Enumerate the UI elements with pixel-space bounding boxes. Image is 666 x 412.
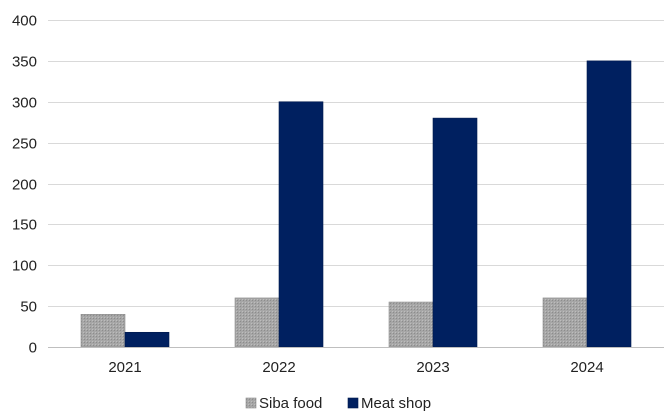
bars (80, 60, 632, 348)
y-axis-tick-labels: 0 50 100 150 200 250 300 350 400 (12, 13, 37, 357)
y-tick-label: 50 (20, 299, 37, 316)
y-tick-label: 250 (12, 136, 37, 153)
bar-meat-shop-2024 (586, 60, 632, 348)
y-tick-label: 100 (12, 258, 37, 275)
bar-meat-shop-2023 (432, 117, 478, 348)
x-axis-tick-labels: 2021 2022 2023 2024 (108, 359, 603, 376)
y-tick-label: 150 (12, 217, 37, 234)
bar-siba-food-2021 (80, 313, 126, 348)
y-tick-label: 200 (12, 177, 37, 194)
y-tick-label: 350 (12, 54, 37, 71)
bar-siba-food-2022 (234, 297, 280, 348)
legend-label-meat-shop: Meat shop (361, 395, 431, 412)
x-tick-label: 2022 (262, 359, 295, 376)
bar-siba-food-2023 (388, 301, 434, 348)
legend-swatch-siba-food (245, 397, 257, 409)
x-tick-label: 2023 (416, 359, 449, 376)
legend-swatch-meat-shop (347, 397, 359, 409)
legend: Siba food Meat shop (245, 395, 431, 412)
y-tick-label: 300 (12, 95, 37, 112)
x-tick-label: 2024 (570, 359, 603, 376)
bar-meat-shop-2021 (124, 331, 170, 348)
bar-meat-shop-2022 (278, 101, 324, 348)
y-tick-label: 0 (29, 340, 37, 357)
x-tick-label: 2021 (108, 359, 141, 376)
legend-label-siba-food: Siba food (259, 395, 322, 412)
bar-siba-food-2024 (542, 297, 588, 348)
gridlines (48, 20, 664, 307)
y-tick-label: 400 (12, 13, 37, 30)
